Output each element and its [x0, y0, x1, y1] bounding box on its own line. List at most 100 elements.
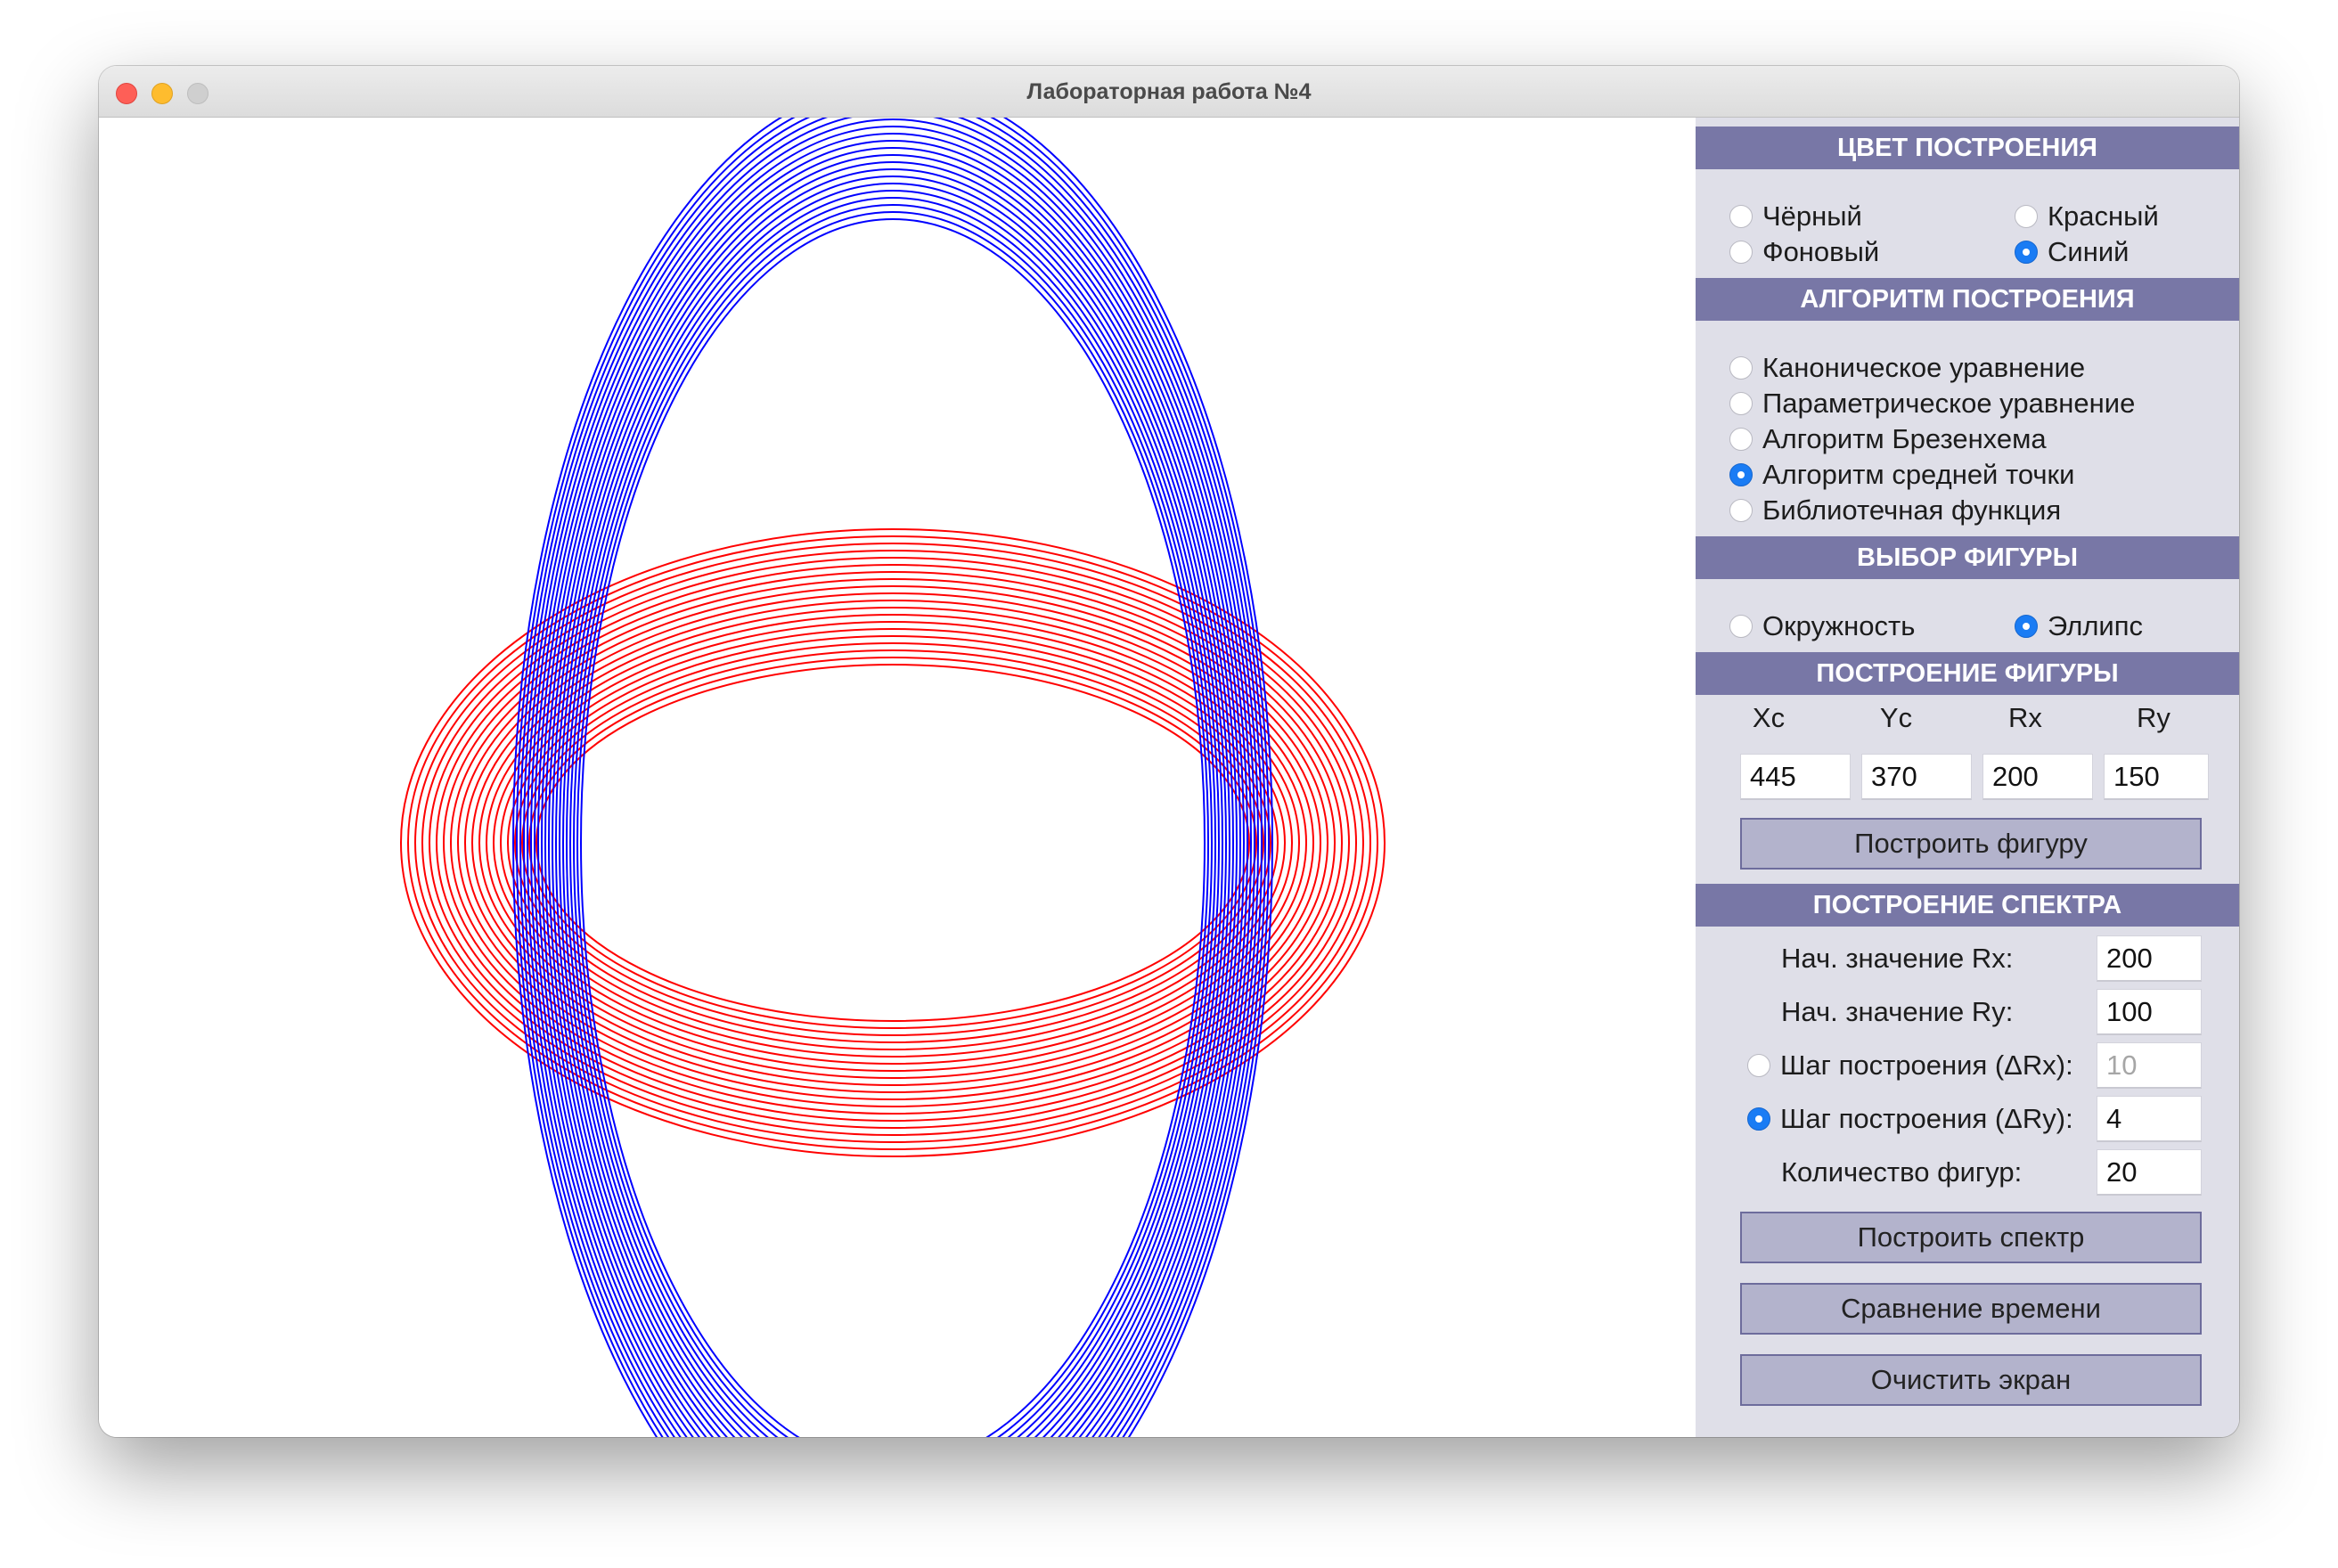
yc-input[interactable]: 370	[1861, 754, 1972, 800]
step-ry-label: Шаг построения (ΔRy):	[1780, 1103, 2073, 1134]
blue-ellipse	[559, 176, 1227, 1437]
blue-ellipse	[569, 197, 1216, 1437]
figure-section-header: ВЫБОР ФИГУРЫ	[1696, 536, 2239, 579]
color-option-blue[interactable]: Синий	[2015, 235, 2129, 269]
close-window-button[interactable]	[116, 83, 137, 104]
blue-ellipse	[566, 190, 1220, 1437]
count-input[interactable]: 20	[2097, 1149, 2202, 1196]
red-ellipse	[521, 649, 1264, 1036]
red-ellipse	[500, 628, 1286, 1058]
step-rx-input[interactable]: 10	[2097, 1042, 2202, 1089]
blue-ellipse	[576, 211, 1209, 1437]
color-section-header: ЦВЕТ ПОСТРОЕНИЯ	[1696, 127, 2239, 169]
red-ellipse	[450, 578, 1336, 1107]
compare-time-button[interactable]: Сравнение времени	[1740, 1283, 2202, 1335]
drawing-canvas-svg[interactable]	[99, 118, 1696, 1437]
title-bar: Лабораторная работа №4	[99, 66, 2239, 118]
window-title: Лабораторная работа №4	[1026, 79, 1312, 104]
red-ellipse	[493, 621, 1293, 1065]
algorithm-option-parametric[interactable]: Параметрическое уравнение	[1729, 387, 2135, 421]
algorithm-midpoint-radio[interactable]	[1729, 463, 1753, 486]
step-ry-radio[interactable]	[1747, 1107, 1770, 1131]
blue-ellipse	[541, 140, 1245, 1437]
minimize-window-button[interactable]	[151, 83, 173, 104]
red-ellipse	[478, 607, 1307, 1079]
red-ellipse	[535, 664, 1250, 1022]
ry-label: Ry	[2137, 702, 2170, 733]
color-black-radio[interactable]	[1729, 205, 1753, 228]
step-ry-option[interactable]: Шаг построения (ΔRy):	[1747, 1102, 2073, 1136]
algorithm-option-label: Библиотечная функция	[1762, 494, 2062, 526]
algorithm-library-radio[interactable]	[1729, 499, 1753, 522]
start-ry-label: Нач. значение Ry:	[1781, 996, 2014, 1027]
rx-input[interactable]: 200	[1982, 754, 2093, 800]
figure-option-label: Окружность	[1762, 610, 1916, 641]
build-figure-button[interactable]: Построить фигуру	[1740, 818, 2202, 870]
rx-label: Rx	[2008, 702, 2042, 733]
step-rx-option[interactable]: Шаг построения (ΔRx):	[1747, 1049, 2073, 1082]
algorithm-parametric-radio[interactable]	[1729, 392, 1753, 415]
red-ellipse	[400, 528, 1386, 1157]
color-option-red[interactable]: Красный	[2015, 200, 2159, 233]
red-ellipse	[407, 535, 1378, 1150]
algorithm-option-bresenham[interactable]: Алгоритм Брезенхема	[1729, 422, 2047, 456]
step-rx-radio[interactable]	[1747, 1054, 1770, 1077]
app-window: Лабораторная работа №4 ЦВЕТ ПОСТРОЕНИЯ Ч…	[99, 66, 2239, 1437]
color-red-radio[interactable]	[2015, 205, 2038, 228]
blue-ellipse	[516, 118, 1270, 1437]
red-ellipse	[464, 592, 1321, 1093]
figure-option-circle[interactable]: Окружность	[1729, 609, 1915, 643]
clear-screen-button[interactable]: Очистить экран	[1740, 1354, 2202, 1406]
figure-option-ellipse[interactable]: Эллипс	[2015, 609, 2143, 643]
algorithm-section-header: АЛГОРИТМ ПОСТРОЕНИЯ	[1696, 278, 2239, 321]
spectrum-section-header: ПОСТРОЕНИЕ СПЕКТРА	[1696, 884, 2239, 927]
algorithm-option-library[interactable]: Библиотечная функция	[1729, 494, 2061, 527]
blue-ellipse	[548, 154, 1238, 1437]
blue-ellipse	[537, 133, 1248, 1437]
red-ellipse	[528, 657, 1257, 1029]
color-background-radio[interactable]	[1729, 241, 1753, 264]
algorithm-option-label: Параметрическое уравнение	[1762, 388, 2136, 419]
zoom-window-button[interactable]	[187, 83, 208, 104]
blue-ellipse	[544, 147, 1241, 1437]
red-ellipse	[471, 600, 1314, 1086]
start-rx-input[interactable]: 200	[2097, 935, 2202, 982]
step-ry-input[interactable]: 4	[2097, 1096, 2202, 1142]
blue-ellipse	[552, 161, 1234, 1437]
algorithm-canonical-radio[interactable]	[1729, 356, 1753, 380]
blue-ellipse	[555, 168, 1230, 1437]
figure-ellipse-radio[interactable]	[2015, 615, 2038, 638]
algorithm-bresenham-radio[interactable]	[1729, 428, 1753, 451]
start-ry-input[interactable]: 100	[2097, 989, 2202, 1035]
blue-ellipse	[512, 118, 1273, 1437]
start-rx-label: Нач. значение Rx:	[1781, 943, 2014, 974]
control-panel: ЦВЕТ ПОСТРОЕНИЯ Чёрный Красный Фоновый С…	[1696, 118, 2239, 1437]
build-spectrum-button[interactable]: Построить спектр	[1740, 1212, 2202, 1263]
blue-ellipse	[523, 118, 1263, 1437]
drawing-canvas[interactable]	[99, 118, 1696, 1437]
color-option-label: Чёрный	[1762, 200, 1862, 232]
step-rx-label: Шаг построения (ΔRx):	[1780, 1049, 2073, 1081]
xc-input[interactable]: 445	[1740, 754, 1851, 800]
yc-label: Yc	[1879, 702, 1913, 733]
blue-ellipse	[530, 118, 1255, 1437]
red-ellipse	[507, 635, 1279, 1050]
blue-ellipse	[562, 183, 1223, 1437]
blue-ellipse	[534, 126, 1252, 1437]
color-option-black[interactable]: Чёрный	[1729, 200, 1862, 233]
red-ellipse	[443, 571, 1343, 1115]
color-option-label: Фоновый	[1762, 236, 1880, 267]
red-ellipse	[429, 557, 1357, 1129]
algorithm-option-canonical[interactable]: Каноническое уравнение	[1729, 351, 2085, 385]
red-ellipse	[414, 543, 1371, 1143]
color-option-background[interactable]: Фоновый	[1729, 235, 1879, 269]
color-blue-radio[interactable]	[2015, 241, 2038, 264]
algorithm-option-label: Алгоритм средней точки	[1762, 459, 2075, 490]
figure-circle-radio[interactable]	[1729, 615, 1753, 638]
figure-option-label: Эллипс	[2048, 610, 2144, 641]
blue-ellipse	[580, 218, 1206, 1437]
red-ellipse	[421, 550, 1364, 1136]
red-ellipse	[436, 564, 1350, 1122]
algorithm-option-midpoint[interactable]: Алгоритм средней точки	[1729, 458, 2074, 492]
ry-input[interactable]: 150	[2104, 754, 2209, 800]
